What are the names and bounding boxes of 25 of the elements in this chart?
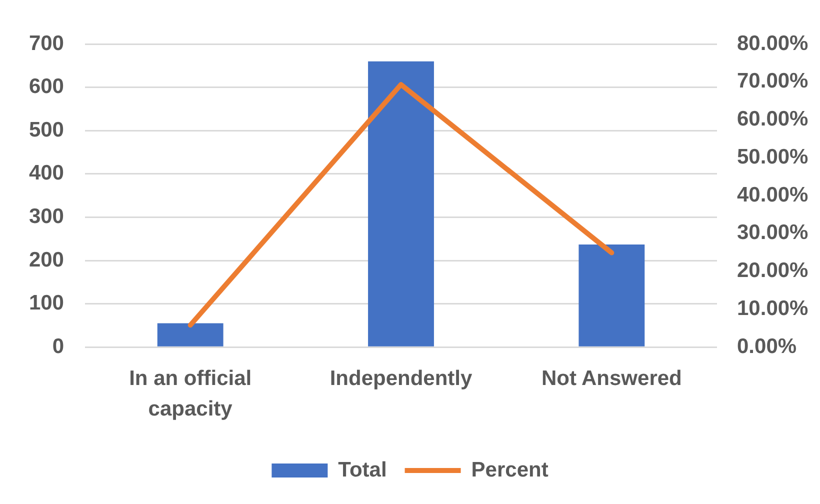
legend-label: Total: [338, 458, 387, 482]
x-tick-label: Not Answered: [541, 367, 682, 390]
y-tick-label: 100: [28, 292, 64, 315]
bar: [157, 323, 224, 346]
y2-tick-label: 60.00%: [737, 108, 809, 131]
y2-tick-label: 50.00%: [737, 145, 809, 168]
y-tick-label: 300: [28, 204, 64, 228]
y2-tick-label: 80.00%: [737, 32, 809, 55]
bar: [368, 61, 434, 346]
y-tick-label: 200: [28, 248, 64, 272]
y-tick-label: 600: [28, 75, 64, 98]
y2-tick-label: 70.00%: [737, 70, 809, 93]
y2-tick-label: 30.00%: [737, 221, 809, 244]
y-tick-label: 500: [28, 118, 64, 142]
y2-tick-label: 10.00%: [737, 297, 809, 320]
y-tick-label: 0: [52, 334, 64, 358]
y-tick-label: 700: [28, 32, 64, 55]
x-tick-label: Independently: [330, 367, 472, 390]
y-tick-label: 400: [28, 162, 64, 185]
x-tick-label: In an official capacity: [129, 367, 252, 421]
y2-tick-label: 0.00%: [737, 334, 797, 358]
bar: [578, 244, 645, 346]
legend-label: Percent: [471, 458, 548, 482]
y2-tick-label: 20.00%: [737, 259, 809, 282]
y2-tick-label: 40.00%: [737, 183, 809, 206]
